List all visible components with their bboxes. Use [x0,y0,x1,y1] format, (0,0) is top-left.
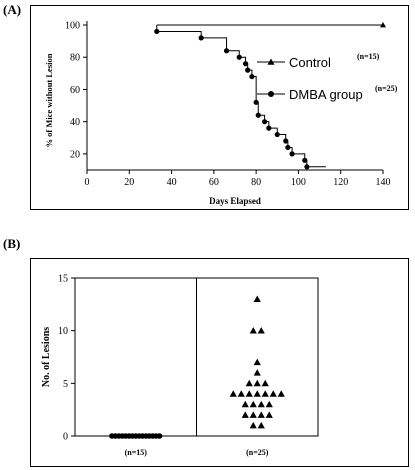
dmba-point [257,411,265,418]
legend-control-label: Control [289,55,331,70]
x-tick-label: 80 [251,177,261,188]
dmba-point [253,379,261,387]
y-tick-label: 100 [65,21,80,32]
dmba-point [249,327,257,334]
category-label-control: (n=15) [125,448,148,457]
dmba-point [245,379,253,387]
legend-control-marker [267,58,275,65]
dmba-point [154,28,160,35]
legend-dmba-label: DMBA group [289,87,363,102]
dmba-point [241,400,249,408]
dmba-point [265,400,273,408]
y-tick-label: 15 [58,274,68,285]
y-tick-label: 10 [58,326,68,337]
dmba-point [257,400,265,408]
chart-b-frame [30,258,409,467]
x-tick-label: 60 [209,177,219,188]
dmba-point [249,411,257,418]
dmba-point [261,379,269,387]
x-tick-label: 40 [167,177,177,188]
y-axis-label: No. of Lesions [41,327,52,387]
legend-control-n: (n=15) [357,52,380,61]
dmba-point [304,164,310,170]
x-axis-label: Days Elapsed [209,196,261,206]
x-tick-label: 100 [291,177,306,188]
dmba-point [249,400,257,408]
dmba-point [255,112,261,118]
dmba-point [302,157,308,163]
dmba-point [236,54,242,60]
dmba-point [237,390,245,397]
dmba-point [253,358,261,366]
dmba-point [198,35,204,41]
dmba-point [245,390,253,397]
dmba-point [242,61,249,67]
control-point [156,433,163,439]
x-tick-label: 140 [376,177,391,188]
dmba-point [285,144,291,151]
dmba-point [253,99,259,105]
y-tick-label: 5 [63,379,68,390]
panel-a-label: (A) [3,2,22,17]
y-tick-label: 60 [70,85,80,96]
dmba-point [253,390,261,397]
dmba-point [223,48,230,54]
y-tick-label: 40 [70,117,80,128]
dmba-point [261,390,269,397]
y-tick-label: 80 [70,53,80,64]
dmba-point [253,369,261,376]
dmba-point [249,73,255,80]
legend-dmba-marker [268,91,274,97]
dmba-point [262,119,268,125]
dmba-point [229,390,237,397]
y-axis-label: % of Mice without Lesion [44,53,54,147]
dmba-point [274,131,280,138]
x-tick-label: 20 [124,177,134,188]
dmba-point [257,421,265,429]
dmba-point [265,411,273,418]
control-point [380,22,386,28]
dmba-point [266,125,272,131]
dmba-point [257,327,265,334]
chart-b-lesions: 0 5 10 15 No. of Lesions (n=15) (n=25) [30,258,409,467]
dmba-point [253,295,261,302]
dmba-point [241,411,249,418]
panel-b-label: (B) [3,236,21,251]
x-tick-label: 0 [85,177,90,188]
y-tick-label: 0 [63,432,68,443]
dmba-point [289,151,295,157]
chart-a-survival: 0 20 40 60 80 100 120 140 20 40 60 80 100 Days Elapse… [30,5,409,210]
dmba-point [277,390,285,397]
x-tick-label: 120 [333,177,348,188]
dmba-point [269,390,277,397]
dmba-point [283,138,289,144]
dmba-point [245,67,251,73]
dmba-point [249,421,257,429]
y-tick-label: 20 [70,149,80,160]
category-label-dmba: (n=25) [246,448,269,457]
chart-a-frame [30,5,409,210]
legend-dmba-n: (n=25) [375,84,398,93]
